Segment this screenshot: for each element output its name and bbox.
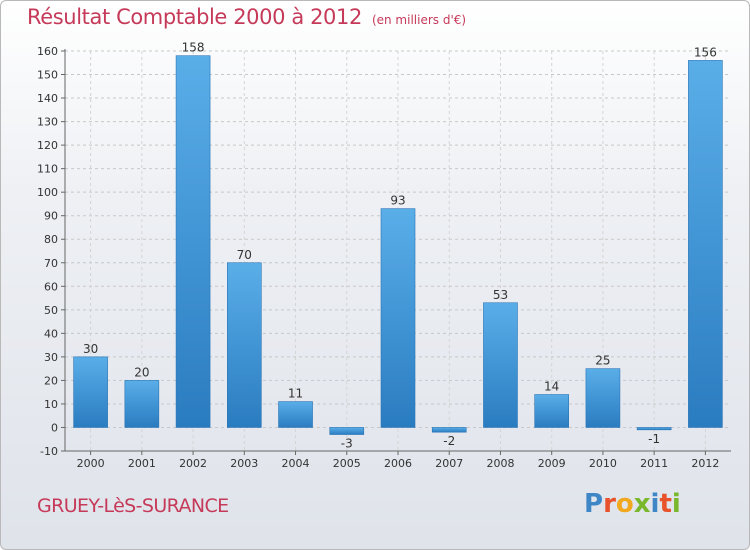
proxiti-logo: Proxiti [584, 489, 681, 519]
data-label-2002: 158 [182, 41, 205, 55]
bars [73, 55, 723, 435]
bar-2001 [124, 380, 160, 428]
logo-letter: r [603, 489, 616, 519]
data-label-2007: -2 [443, 434, 455, 448]
bar-2008 [483, 302, 518, 428]
data-label-2010: 25 [595, 354, 610, 368]
bar-2007 [431, 427, 467, 433]
bar-2000 [73, 356, 108, 428]
y-tick-label: 160 [37, 45, 58, 58]
x-tick-label: 2008 [486, 457, 514, 470]
x-tick-label: 2006 [384, 457, 412, 470]
x-tick-label: 2004 [282, 457, 310, 470]
data-label-2008: 53 [493, 288, 508, 302]
bar-2009 [534, 394, 569, 428]
y-tick-label: 50 [44, 304, 58, 317]
city-name: GRUEY-LèS-SURANCE [37, 495, 229, 517]
y-tick-label: 100 [37, 186, 58, 199]
y-tick-label: -10 [40, 445, 58, 458]
axes [61, 49, 731, 455]
x-tick-label: 2002 [179, 457, 207, 470]
x-tick-label: 2011 [640, 457, 668, 470]
y-tick-label: 60 [44, 280, 58, 293]
data-label-2011: -1 [648, 432, 660, 446]
data-label-2003: 70 [237, 248, 252, 262]
logo-letter: o [615, 489, 634, 519]
y-tick-label: 30 [44, 351, 58, 364]
bar-2002 [175, 55, 211, 428]
y-tick-label: 150 [37, 69, 58, 82]
bar-2003 [227, 262, 262, 428]
logo-letter: i [650, 489, 660, 519]
logo-letter: P [584, 489, 604, 519]
logo-letter: x [633, 489, 651, 519]
logo-letter: t [659, 489, 672, 519]
y-tick-label: 80 [44, 233, 58, 246]
y-tick-label: 130 [37, 116, 58, 129]
y-tick-label: 70 [44, 257, 58, 270]
y-tick-label: 140 [37, 92, 58, 105]
data-label-2006: 93 [390, 194, 405, 208]
data-label-2001: 20 [134, 365, 149, 379]
y-tick-label: 90 [44, 210, 58, 223]
y-tick-label: 40 [44, 327, 58, 340]
x-tick-label: 2010 [589, 457, 617, 470]
chart-title: Résultat Comptable 2000 à 2012 [27, 5, 362, 29]
chart-subtitle: (en milliers d'€) [371, 13, 467, 27]
data-label-2009: 14 [544, 380, 559, 394]
bar-2005 [329, 427, 365, 435]
data-label-2000: 30 [83, 342, 98, 356]
y-tick-label: 120 [37, 139, 58, 152]
x-tick-label: 2012 [691, 457, 719, 470]
y-tick-label: 20 [44, 374, 58, 387]
title-block: Résultat Comptable 2000 à 2012 (en millie… [27, 5, 466, 29]
data-label-2012: 156 [694, 45, 717, 59]
bar-2004 [278, 401, 313, 428]
bar-2012 [688, 60, 723, 428]
x-tick-label: 2007 [435, 457, 463, 470]
labels: -10 0 10 20 30 40 50 60 70 80 90 100 110 120 130 140 150… [37, 41, 719, 470]
y-tick-label: 110 [37, 163, 58, 176]
x-tick-label: 2003 [230, 457, 258, 470]
bar-2011 [636, 427, 672, 431]
bar-2010 [585, 368, 621, 428]
x-tick-label: 2001 [128, 457, 156, 470]
x-tick-label: 2009 [538, 457, 566, 470]
y-tick-label: 0 [51, 421, 58, 434]
x-tick-label: 2000 [77, 457, 105, 470]
y-tick-label: 10 [44, 398, 58, 411]
data-label-2004: 11 [288, 387, 303, 401]
x-tick-label: 2005 [333, 457, 361, 470]
bar-2006 [380, 208, 416, 428]
logo-letter: i [671, 489, 681, 519]
data-label-2005: -3 [341, 437, 353, 451]
